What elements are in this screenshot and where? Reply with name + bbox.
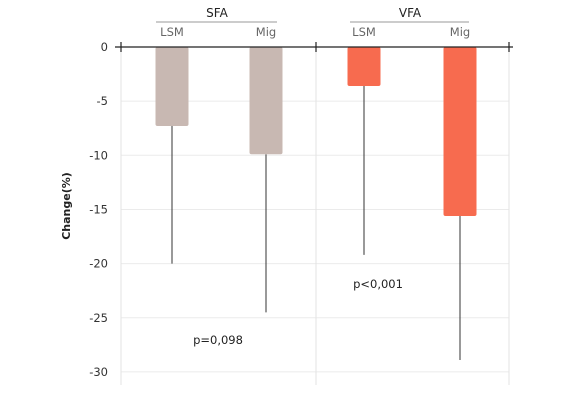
category-label: LSM (352, 25, 376, 39)
category-label: LSM (160, 25, 184, 39)
group-title: VFA (399, 6, 422, 20)
bar (443, 47, 477, 216)
bar (155, 47, 189, 127)
bar (249, 47, 283, 155)
y-tick-label: -15 (89, 202, 108, 216)
p-value-annotation: p<0,001 (353, 277, 403, 291)
axes (115, 42, 513, 52)
p-value-annotation: p=0,098 (193, 333, 243, 347)
y-axis-label: Change(%) (60, 172, 73, 240)
y-tick-label: -20 (89, 257, 108, 271)
y-tick-label: -5 (97, 94, 108, 108)
category-label: Mig (256, 25, 276, 39)
grid-lines (120, 47, 510, 385)
category-label: Mig (450, 25, 470, 39)
bars (155, 47, 477, 360)
y-tick-label: -25 (89, 311, 108, 325)
labels: 0 -5 -10 -15 -20 -25 -30 LSM Mig SFA p=0,098 LSM Mig… (89, 6, 470, 379)
y-tick-label: -30 (89, 365, 108, 379)
group-title: SFA (206, 6, 228, 20)
bar (347, 47, 381, 86)
y-tick-label: -10 (89, 148, 108, 162)
y-tick-label: 0 (101, 40, 108, 54)
